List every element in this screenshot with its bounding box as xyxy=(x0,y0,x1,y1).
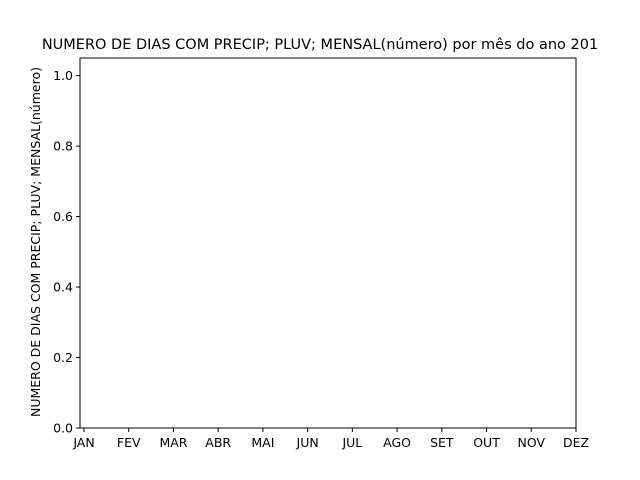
y-tick-label: 1.0 xyxy=(53,68,73,83)
y-axis: 0.0 0.2 0.4 0.6 0.8 1.0 xyxy=(53,68,80,436)
x-tick-label: NOV xyxy=(518,435,546,450)
x-tick-label: JUL xyxy=(341,435,362,450)
x-tick-label: MAR xyxy=(159,435,187,450)
x-tick-label: DEZ xyxy=(563,435,589,450)
x-tick-label: JAN xyxy=(72,435,94,450)
x-tick-label: JUN xyxy=(296,435,319,450)
y-axis-label: NUMERO DE DIAS COM PRECIP; PLUV; MENSAL(… xyxy=(28,67,43,417)
x-tick-label: AGO xyxy=(383,435,411,450)
plot-area xyxy=(79,57,577,429)
x-axis: JAN FEV MAR ABR MAI JUN JUL AGO SET OUT NOV DEZ xyxy=(72,428,589,450)
x-tick-label: FEV xyxy=(117,435,141,450)
x-tick-label: ABR xyxy=(205,435,231,450)
x-tick-label: MAI xyxy=(251,435,274,450)
y-tick-label: 0.2 xyxy=(53,350,73,365)
y-tick-label: 0.4 xyxy=(53,280,73,295)
x-tick-label: SET xyxy=(430,435,454,450)
y-tick-label: 0.6 xyxy=(53,209,73,224)
chart-title: NUMERO DE DIAS COM PRECIP; PLUV; MENSAL(… xyxy=(42,37,598,53)
y-tick-label: 0.0 xyxy=(53,421,73,436)
x-tick-label: OUT xyxy=(473,435,500,450)
y-tick-label: 0.8 xyxy=(53,139,73,154)
